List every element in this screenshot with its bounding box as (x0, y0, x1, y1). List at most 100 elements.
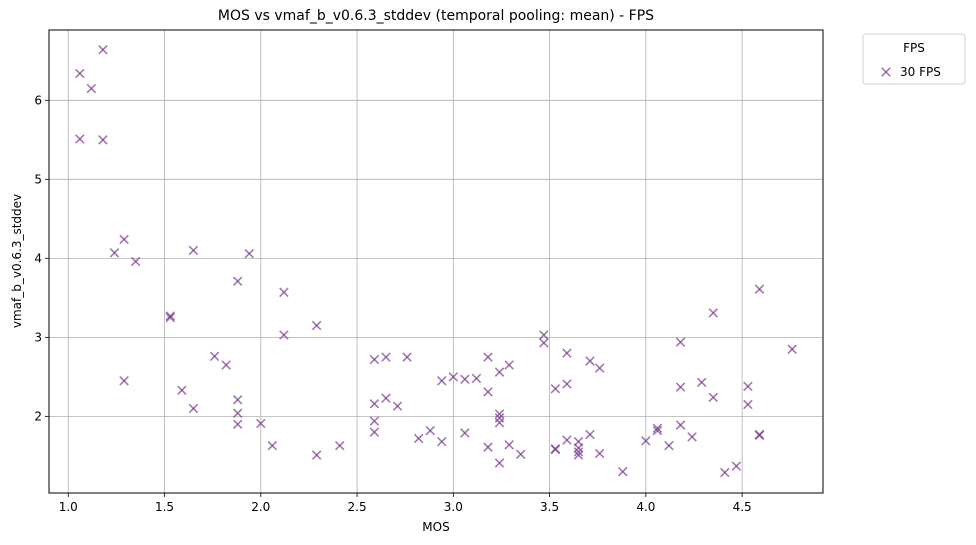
data-point (585, 356, 595, 366)
data-point (165, 311, 176, 321)
data-point (232, 276, 243, 287)
data-point (754, 430, 765, 441)
data-point (617, 466, 628, 477)
data-point (787, 344, 797, 354)
x-tick-label: 4.0 (636, 500, 655, 514)
data-point (86, 83, 97, 94)
grid (49, 30, 823, 493)
data-point (279, 330, 289, 340)
data-point (75, 68, 85, 79)
data-point (392, 401, 403, 411)
data-point (369, 416, 380, 426)
data-point (696, 377, 707, 388)
data-point (754, 284, 765, 294)
data-point (279, 287, 289, 298)
y-tick-label: 5 (34, 172, 42, 186)
data-point (562, 435, 572, 445)
y-tick-label: 2 (34, 409, 42, 423)
data-point (437, 436, 447, 447)
x-tick-label: 3.0 (444, 500, 463, 514)
data-point (494, 409, 505, 419)
data-point (381, 352, 391, 362)
data-point (75, 134, 85, 144)
data-point (244, 248, 255, 259)
legend-entry-label: 30 FPS (900, 65, 941, 79)
data-point (494, 417, 505, 428)
data-point (573, 443, 584, 453)
data-point (188, 403, 199, 414)
data-point (539, 338, 549, 348)
x-axis-ticks: 1.0 1.5 2.0 2.5 3.0 3.5 4.0 4.5 (59, 493, 752, 514)
legend-title: FPS (903, 41, 925, 55)
data-point (515, 449, 526, 460)
data-point (494, 458, 505, 468)
data-point (460, 428, 470, 438)
data-point (369, 354, 380, 365)
y-axis-label: vmaf_b_v0.6.3_stddev (10, 194, 24, 328)
data-point (562, 348, 572, 358)
data-point (573, 447, 584, 457)
chart-title: MOS vs vmaf_b_v0.6.3_stddev (temporal po… (218, 8, 654, 24)
data-point (708, 392, 719, 403)
y-tick-label: 3 (34, 330, 42, 344)
data-point (483, 442, 493, 452)
data-point (221, 360, 231, 370)
data-points (75, 44, 797, 478)
data-point (437, 376, 447, 386)
data-point (743, 399, 753, 410)
data-point (109, 248, 120, 258)
data-point (652, 425, 663, 436)
data-point (675, 420, 686, 430)
x-tick-label: 2.5 (348, 500, 367, 514)
data-point (256, 418, 266, 429)
data-point (504, 360, 514, 370)
y-tick-label: 4 (34, 251, 42, 265)
x-tick-label: 1.0 (59, 500, 78, 514)
data-point (425, 425, 435, 436)
data-point (232, 395, 243, 405)
data-point (652, 423, 663, 433)
data-point (334, 440, 345, 451)
data-point (209, 351, 220, 362)
legend-box (862, 33, 966, 85)
x-tick-label: 1.5 (155, 500, 174, 514)
data-point (675, 382, 686, 392)
data-point (550, 444, 561, 455)
y-axis-ticks: 2 3 4 5 6 (34, 93, 49, 423)
data-point (471, 373, 482, 384)
data-point (413, 433, 424, 444)
data-point (448, 372, 459, 382)
legend: FPS 30 FPS (862, 33, 966, 85)
data-point (311, 450, 322, 460)
data-point (731, 461, 742, 471)
data-point (494, 367, 505, 377)
data-point (130, 256, 141, 267)
data-point (369, 398, 380, 409)
x-tick-label: 4.5 (733, 500, 752, 514)
data-point (675, 337, 686, 347)
legend-marker-x-icon (881, 67, 891, 77)
data-point (402, 352, 412, 362)
data-point (267, 440, 278, 451)
y-tick-label: 6 (34, 93, 42, 107)
data-point (483, 352, 493, 362)
data-point (165, 312, 176, 323)
data-point (743, 381, 753, 392)
data-point (483, 387, 493, 397)
data-point (232, 419, 243, 430)
data-point (687, 432, 697, 442)
data-point (594, 448, 605, 459)
data-point (381, 393, 391, 403)
data-point (562, 379, 572, 389)
data-point (311, 320, 322, 331)
x-tick-label: 3.5 (540, 500, 559, 514)
data-point (98, 44, 108, 55)
data-point (177, 385, 187, 396)
data-point (573, 450, 584, 460)
data-point (539, 330, 549, 340)
x-tick-label: 2.0 (251, 500, 270, 514)
data-point (504, 440, 514, 450)
data-point (585, 429, 595, 440)
